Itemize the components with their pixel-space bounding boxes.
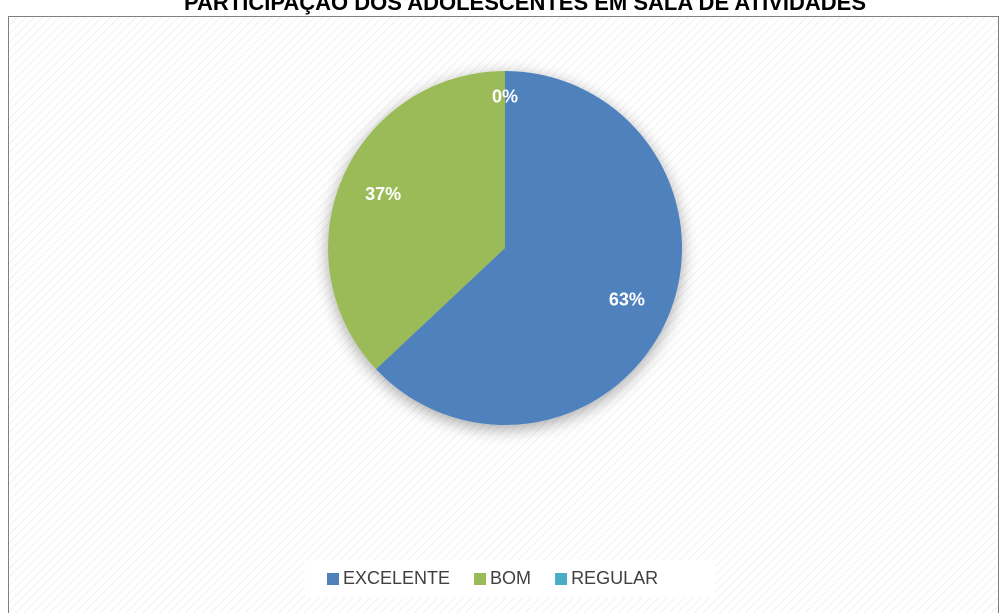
- pie: [328, 71, 683, 425]
- legend-swatch: [474, 573, 487, 585]
- data-label: 63%: [609, 289, 645, 309]
- legend-label: EXCELENTE: [343, 568, 450, 588]
- data-label: 0%: [492, 86, 518, 106]
- legend-swatch: [555, 573, 568, 585]
- data-label: 37%: [365, 184, 401, 204]
- chart-title: PARTICIPAÇÃO DOS ADOLESCENTES EM SALA DE…: [184, 0, 866, 15]
- legend-swatch: [327, 573, 339, 585]
- legend-label: BOM: [490, 568, 531, 588]
- legend-box: [305, 560, 715, 598]
- legend-label: REGULAR: [571, 568, 658, 588]
- pie-slice: [328, 71, 505, 370]
- pie-slice: [375, 71, 683, 425]
